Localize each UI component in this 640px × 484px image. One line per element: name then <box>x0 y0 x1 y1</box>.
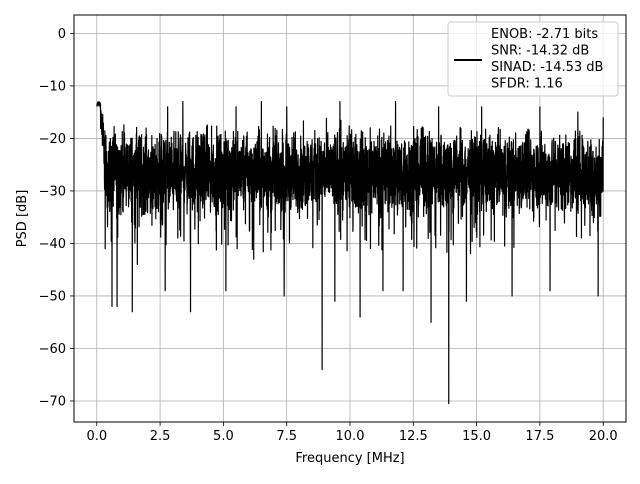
y-tick-label: 0 <box>58 27 66 42</box>
x-tick-label: 17.5 <box>525 429 554 444</box>
y-tick-label: −20 <box>39 132 66 147</box>
x-tick-label: 0.0 <box>86 429 107 444</box>
x-tick-label: 2.5 <box>150 429 171 444</box>
x-tick-label: 20.0 <box>589 429 618 444</box>
legend-entry-enob: ENOB: -2.71 bits <box>491 27 598 42</box>
y-tick-label: −70 <box>39 394 66 409</box>
y-tick-label: −60 <box>39 342 66 357</box>
y-tick-label: −40 <box>39 237 66 252</box>
series-layer <box>96 101 604 405</box>
x-tick-label: 7.5 <box>276 429 297 444</box>
y-axis-label: PSD [dB] <box>15 190 30 248</box>
y-tick-label: −10 <box>39 79 66 94</box>
legend: ENOB: -2.71 bits SNR: -14.32 dB SINAD: -… <box>447 21 619 97</box>
x-tick-label: 10.0 <box>336 429 365 444</box>
x-tick-label: 5.0 <box>213 429 234 444</box>
psd-series-line <box>96 101 604 405</box>
legend-entry-snr: SNR: -14.32 dB <box>491 44 589 59</box>
y-tick-label: −30 <box>39 184 66 199</box>
legend-box <box>447 21 619 97</box>
legend-entry-sfdr: SFDR: 1.16 <box>491 77 563 92</box>
legend-entry-sinad: SINAD: -14.53 dB <box>491 60 603 75</box>
y-tick-label: −50 <box>39 289 66 304</box>
x-axis-label: Frequency [MHz] <box>295 451 404 466</box>
x-tick-label: 12.5 <box>399 429 428 444</box>
x-tick-label: 15.0 <box>462 429 491 444</box>
ticks: 0.0 2.5 5.0 7.5 10.0 12.5 15.0 17.5 20.0 0 −10 −20 −… <box>39 27 618 444</box>
